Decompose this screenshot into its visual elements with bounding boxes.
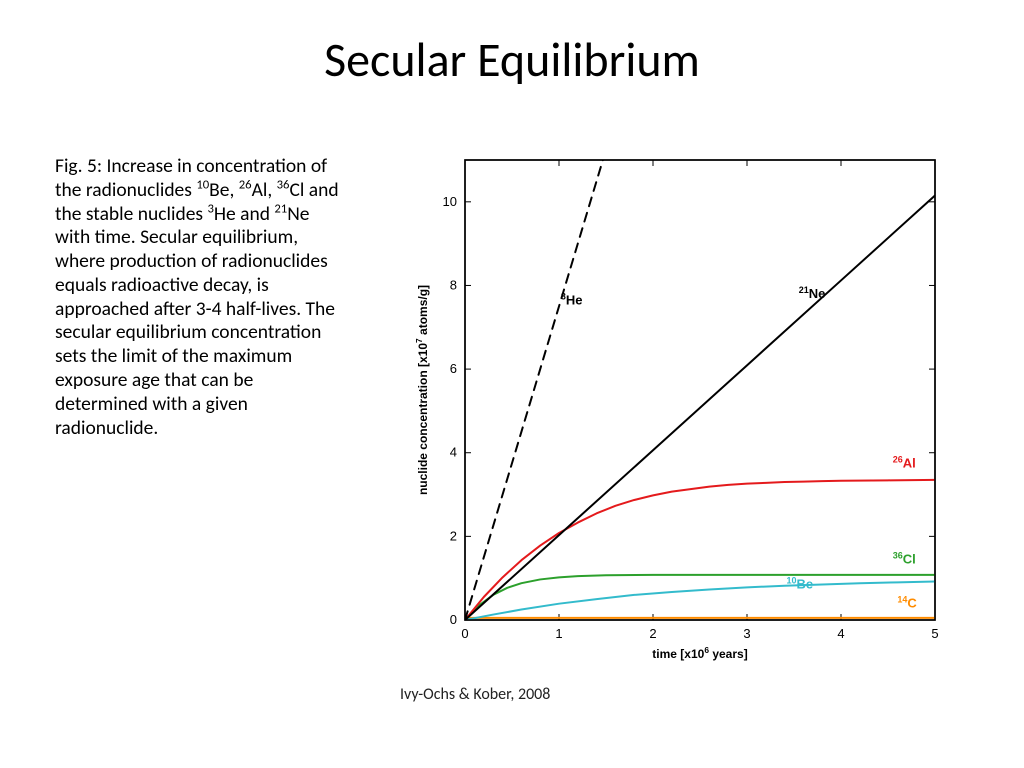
svg-text:8: 8 — [450, 277, 457, 292]
slide: { "title": "Secular Equilibrium", "capti… — [0, 0, 1024, 768]
cap-b: Be, — [209, 178, 239, 202]
sup-al: 26 — [239, 177, 252, 192]
chart: 0 1 2 3 4 5 0 2 4 6 8 10 time [x106 years] nuclide co… — [395, 150, 955, 670]
chart-svg: 0 1 2 3 4 5 0 2 4 6 8 10 time [x106 years] nuclide co… — [395, 150, 955, 670]
cap-c: Al, — [252, 178, 277, 202]
svg-text:0: 0 — [461, 626, 468, 641]
cap-f: Ne with time. Secular equilibrium, where… — [55, 202, 335, 440]
sup-ne: 21 — [274, 201, 287, 216]
svg-text:4: 4 — [837, 626, 844, 641]
svg-text:6: 6 — [450, 361, 457, 376]
slide-title: Secular Equilibrium — [0, 30, 1024, 89]
svg-text:10: 10 — [443, 194, 457, 209]
svg-text:4: 4 — [450, 445, 457, 460]
svg-text:3: 3 — [743, 626, 750, 641]
svg-text:1: 1 — [555, 626, 562, 641]
sup-cl: 36 — [277, 177, 290, 192]
svg-text:0: 0 — [450, 612, 457, 627]
svg-text:5: 5 — [931, 626, 938, 641]
svg-text:nuclide concentration [x107 at: nuclide concentration [x107 atoms/g] — [414, 285, 430, 495]
svg-text:time [x106 years]: time [x106 years] — [652, 645, 747, 661]
cap-e: He and — [214, 202, 275, 226]
citation: Ivy-Ochs & Kober, 2008 — [400, 685, 550, 704]
sup-be: 10 — [196, 177, 209, 192]
svg-text:2: 2 — [649, 626, 656, 641]
figure-caption: Fig. 5: Increase in concentration of the… — [55, 155, 345, 440]
svg-text:2: 2 — [450, 528, 457, 543]
